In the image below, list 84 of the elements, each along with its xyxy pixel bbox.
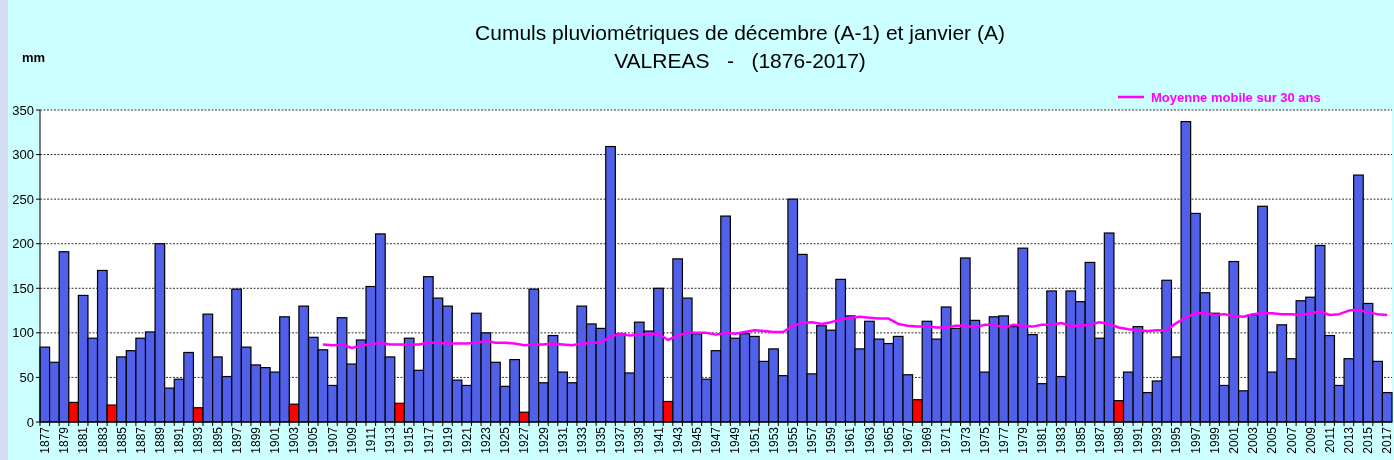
x-tick-label: 1939 <box>632 426 647 454</box>
x-tick-label: 1973 <box>958 426 973 454</box>
x-tick-label: 2003 <box>1246 426 1261 454</box>
x-tick-label: 1981 <box>1035 426 1050 454</box>
x-tick-label: 1993 <box>1150 426 1165 454</box>
x-tick-label: 1953 <box>766 426 781 454</box>
x-tick-label: 1987 <box>1092 426 1107 454</box>
x-tick-label: 1937 <box>613 426 628 454</box>
x-tick-label: 1893 <box>191 426 206 454</box>
y-tick-label: 150 <box>12 280 34 296</box>
x-tick-label: 2009 <box>1303 426 1318 454</box>
x-tick-label: 1877 <box>37 426 52 454</box>
x-tick-label: 2005 <box>1265 426 1280 454</box>
x-tick-label: 1891 <box>172 426 187 454</box>
x-tick-label: 1889 <box>153 426 168 454</box>
x-tick-label: 1907 <box>325 426 340 454</box>
x-tick-label: 1881 <box>76 426 91 454</box>
x-tick-label: 1883 <box>95 426 110 454</box>
y-tick-label: 100 <box>12 325 34 341</box>
x-tick-label: 2017 <box>1380 426 1394 454</box>
line-series <box>321 308 1389 350</box>
x-tick-label: 1925 <box>498 426 513 454</box>
x-tick-label: 1975 <box>977 426 992 454</box>
chart-title: Cumuls pluviométriques de décembre (A-1) et janvier (A) <box>475 21 1005 44</box>
x-tick-label: 1971 <box>939 426 954 454</box>
x-tick-label: 1967 <box>900 426 915 454</box>
x-tick-label: 1895 <box>210 426 225 454</box>
x-tick-label: 1913 <box>383 426 398 454</box>
x-tick-label: 1949 <box>728 426 743 454</box>
x-tick-label: 2001 <box>1226 426 1241 454</box>
x-tick-label: 2013 <box>1342 426 1357 454</box>
x-tick-label: 1979 <box>1016 426 1031 454</box>
x-tick-label: 1969 <box>920 426 935 454</box>
x-tick-label: 1963 <box>862 426 877 454</box>
x-tick-label: 1931 <box>555 426 570 454</box>
x-tick-label: 2007 <box>1284 426 1299 454</box>
x-tick-label: 1921 <box>459 426 474 454</box>
x-tick-label: 1943 <box>670 426 685 454</box>
x-tick-label: 1899 <box>248 426 263 454</box>
x-tick-label: 1927 <box>517 426 532 454</box>
x-tick-label: 1959 <box>824 426 839 454</box>
x-tick-label: 1941 <box>651 426 666 454</box>
x-tick-label: 1919 <box>440 426 455 454</box>
x-tick-label: 1957 <box>805 426 820 454</box>
x-tick-label: 1999 <box>1207 426 1222 454</box>
x-tick-label: 1915 <box>402 426 417 454</box>
x-tick-label: 2015 <box>1361 426 1376 454</box>
y-tick-label: 300 <box>12 147 34 163</box>
x-tick-label: 1897 <box>229 426 244 454</box>
x-tick-label: 1933 <box>574 426 589 454</box>
y-tick-label: 350 <box>12 102 34 118</box>
x-tick-label: 1983 <box>1054 426 1069 454</box>
x-tick-label: 1885 <box>114 426 129 454</box>
x-tick-label: 1879 <box>57 426 72 454</box>
x-tick-label: 1997 <box>1188 426 1203 454</box>
x-tick-label: 1955 <box>785 426 800 454</box>
y-tick-label: 200 <box>12 236 34 252</box>
x-tick-label: 1977 <box>996 426 1011 454</box>
x-tick-label: 1929 <box>536 426 551 454</box>
x-tick-label: 1917 <box>421 426 436 454</box>
x-tick-label: 1905 <box>306 426 321 454</box>
y-axis-title: mm <box>22 50 46 65</box>
y-tick-label: 250 <box>12 191 34 207</box>
legend-label: Moyenne mobile sur 30 ans <box>1151 89 1321 105</box>
y-tick-label: 0 <box>26 414 34 430</box>
x-tick-label: 1903 <box>287 426 302 454</box>
chart-subtitle: VALREAS - (1876-2017) <box>614 49 866 72</box>
x-tick-label: 1965 <box>881 426 896 454</box>
x-tick-label: 1989 <box>1111 426 1126 454</box>
y-tick-label: 50 <box>19 369 34 385</box>
x-tick-label: 1909 <box>344 426 359 454</box>
x-tick-label: 1995 <box>1169 426 1184 454</box>
x-tick-label: 1961 <box>843 426 858 454</box>
x-tick-label: 1911 <box>364 426 379 453</box>
x-tick-label: 1991 <box>1131 426 1146 454</box>
x-tick-label: 1947 <box>709 426 724 454</box>
x-tick-label: 1985 <box>1073 426 1088 454</box>
x-tick-label: 1945 <box>690 426 705 454</box>
x-tick-label: 2011 <box>1322 426 1337 453</box>
x-tick-label: 1935 <box>594 426 609 454</box>
x-tick-label: 1887 <box>133 426 148 454</box>
x-tick-label: 1923 <box>479 426 494 454</box>
x-tick-label: 1951 <box>747 426 762 454</box>
x-tick-label: 1901 <box>268 426 283 454</box>
